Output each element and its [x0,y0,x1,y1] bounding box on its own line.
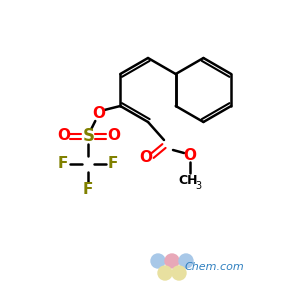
Text: O: O [140,151,152,166]
Circle shape [172,266,186,280]
Text: CH: CH [178,175,198,188]
Text: F: F [83,182,94,196]
Text: O: O [107,128,120,143]
Circle shape [158,266,172,280]
Text: 3: 3 [195,181,201,191]
Text: O: O [57,128,70,143]
Circle shape [151,254,165,268]
Text: S: S [82,127,94,145]
Text: O: O [92,106,105,122]
Circle shape [165,254,179,268]
Text: Chem.com: Chem.com [184,262,244,272]
Text: O: O [184,148,196,163]
Text: F: F [58,157,68,172]
Text: F: F [108,157,119,172]
Circle shape [179,254,193,268]
